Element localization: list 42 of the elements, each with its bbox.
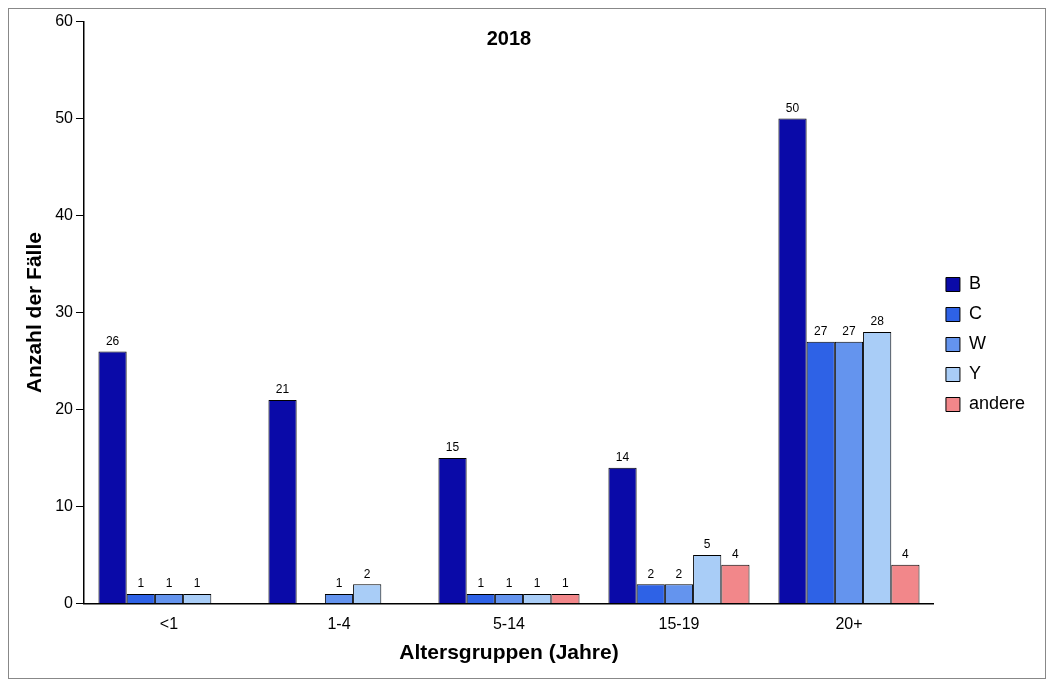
- legend-label: C: [968, 303, 982, 324]
- data-label: 1: [505, 576, 513, 591]
- data-label: 1: [477, 576, 485, 591]
- x-tick-label: 1-4: [327, 614, 351, 632]
- data-label: 2: [647, 566, 655, 581]
- data-label: 2: [363, 566, 371, 581]
- data-label: 14: [615, 450, 630, 465]
- data-label: 1: [533, 576, 541, 591]
- data-label: 1: [562, 576, 570, 591]
- legend-label: Y: [968, 363, 981, 384]
- y-tick-label: 40: [55, 206, 74, 224]
- y-tick-label: 10: [55, 497, 74, 515]
- data-label: 1: [193, 576, 201, 591]
- x-tick-label: <1: [159, 614, 179, 632]
- data-label: 27: [814, 324, 828, 339]
- y-tick-label: 50: [55, 109, 74, 127]
- data-label: 4: [902, 547, 910, 562]
- legend-label: B: [968, 273, 981, 294]
- data-label: 21: [275, 382, 290, 397]
- y-tick-label: 30: [55, 303, 74, 321]
- data-label: 4: [732, 547, 740, 562]
- chart-title: 2018: [486, 27, 532, 50]
- x-axis-title: Altersgruppen (Jahre): [399, 640, 619, 664]
- data-label: 26: [105, 333, 120, 348]
- x-tick-label: 20+: [835, 614, 863, 632]
- data-label: 27: [842, 324, 856, 339]
- y-tick-label: 60: [55, 12, 74, 30]
- data-label: 15: [445, 440, 460, 455]
- y-tick-label: 0: [64, 594, 74, 612]
- data-label: 1: [137, 576, 145, 591]
- x-tick-label: 5-14: [492, 614, 526, 632]
- x-tick-label: 15-19: [658, 614, 700, 632]
- data-label: 5: [703, 537, 711, 552]
- y-axis-title: Anzahl der Fälle: [22, 232, 46, 394]
- data-label: 50: [785, 100, 800, 115]
- data-label: 1: [165, 576, 173, 591]
- legend-label: andere: [968, 393, 1026, 414]
- data-label: 28: [870, 314, 885, 329]
- data-label: 2: [675, 566, 683, 581]
- data-label: 1: [335, 576, 343, 591]
- y-tick-label: 20: [55, 400, 74, 418]
- legend-label: W: [968, 333, 986, 354]
